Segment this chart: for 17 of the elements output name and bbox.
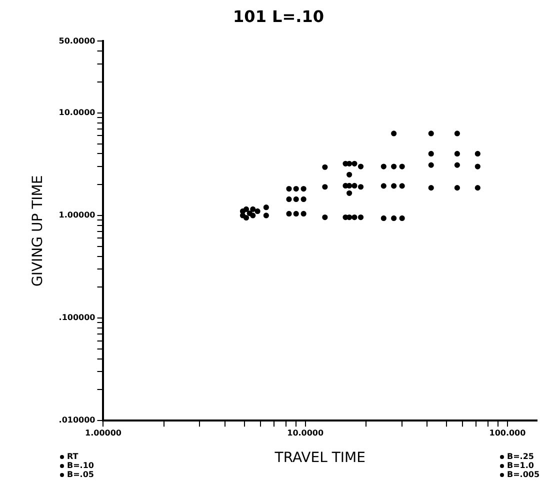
x-tick-label: 100.000 bbox=[489, 428, 526, 438]
x-axis-title: TRAVEL TIME bbox=[274, 450, 366, 466]
y-tick-label: 1.00000 bbox=[58, 210, 96, 220]
y-tick-label: 50.0000 bbox=[58, 36, 96, 46]
text: B=.25 bbox=[507, 452, 534, 461]
chart-title: 101 L=.10 bbox=[233, 6, 324, 26]
y-tick-label: .010000 bbox=[58, 416, 96, 425]
text: B=.05 bbox=[67, 470, 94, 479]
y-tick-label: .100000 bbox=[58, 313, 96, 322]
text: B=1.0 bbox=[507, 461, 534, 470]
y-tick-label: 10.0000 bbox=[58, 108, 96, 117]
x-tick-label: 1.00000 bbox=[85, 428, 122, 438]
text: B=.10 bbox=[67, 461, 94, 470]
x-tick-label: 10.0000 bbox=[287, 428, 324, 438]
text: RT bbox=[67, 452, 78, 461]
y-axis-title: GIVING UP TIME bbox=[30, 175, 46, 286]
text: B=.005 bbox=[507, 470, 540, 479]
